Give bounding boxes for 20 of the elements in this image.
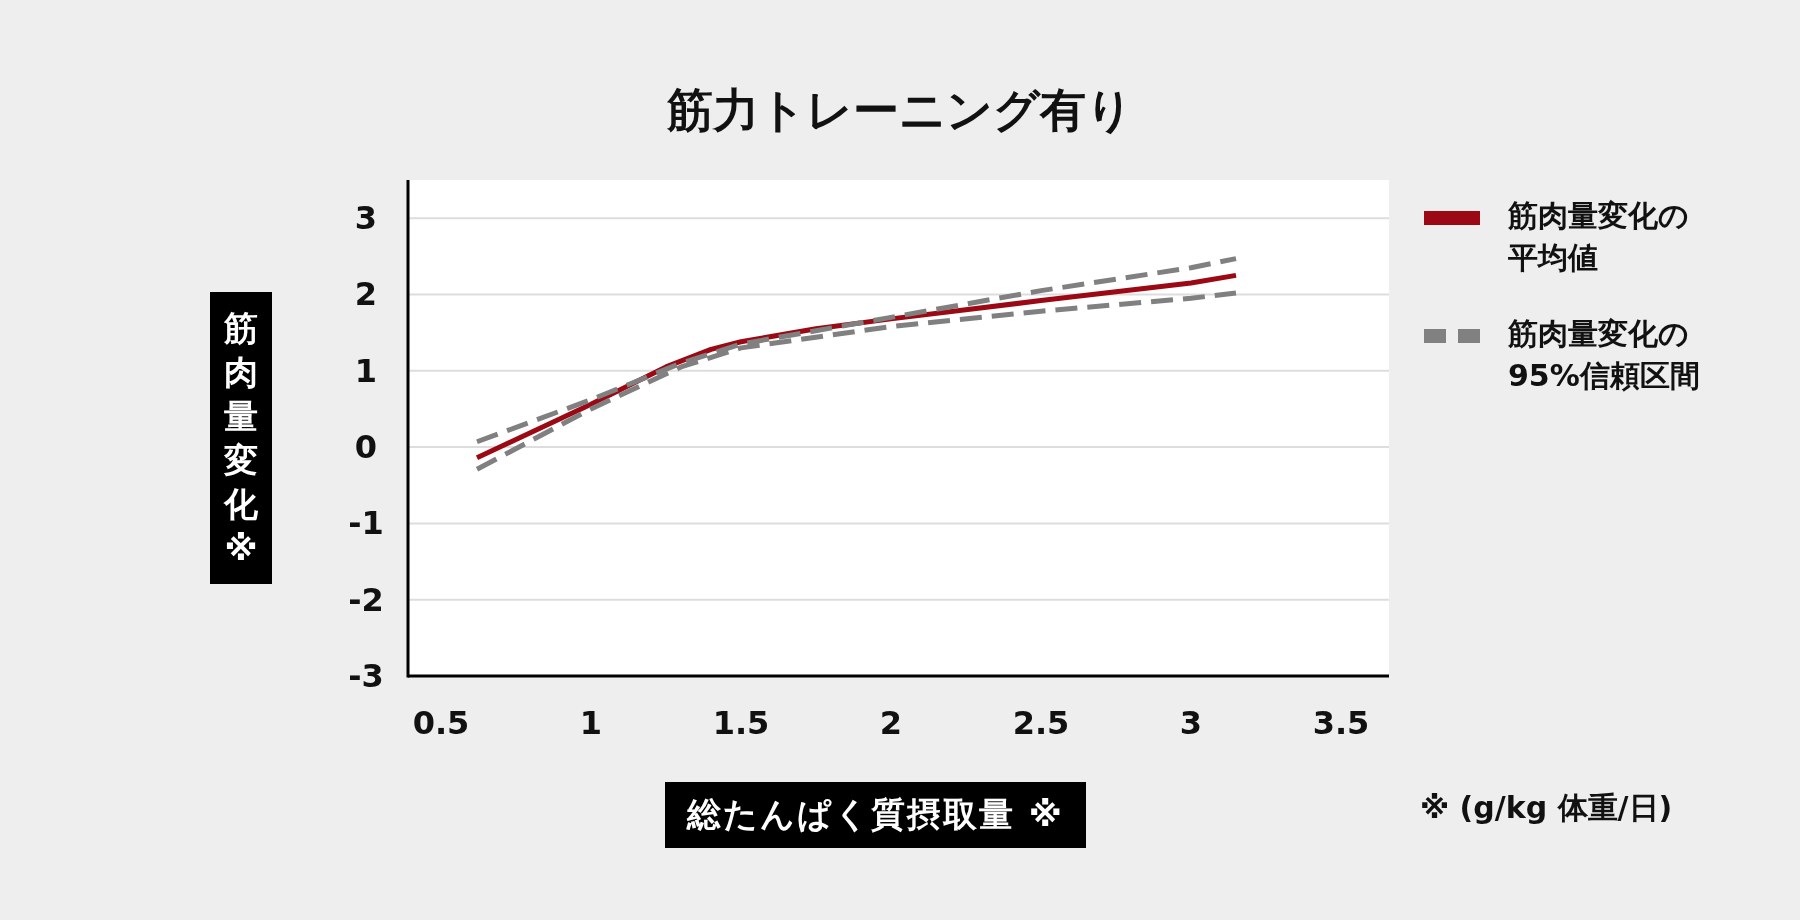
y-tick-label: -1 — [348, 504, 384, 543]
chart-title: 筋力トレーニング有り — [666, 82, 1134, 139]
y-tick-label: 1 — [354, 351, 378, 390]
y-tick-label: 3 — [354, 199, 378, 238]
legend-label: 筋肉量変化の95%信頼区間 — [1508, 315, 1701, 395]
y-tick-label: -3 — [348, 657, 384, 695]
x-tick-label: 1.5 — [712, 704, 770, 742]
x-tick-label: 2 — [879, 704, 903, 742]
x-tick-label: 2.5 — [1012, 704, 1070, 742]
y-tick-label: 0 — [354, 428, 378, 467]
y-tick-label: 2 — [354, 275, 378, 314]
legend-label: 筋肉量変化の平均値 — [1508, 197, 1690, 277]
x-tick-label: 1 — [579, 704, 603, 742]
x-axis-title: 総たんぱく質摂取量 ※ — [665, 782, 1086, 848]
y-axis-title: 筋肉量変化 ※ — [210, 292, 272, 584]
x-tick-label: 3.5 — [1312, 704, 1370, 742]
x-tick-label: 3 — [1179, 704, 1203, 742]
x-tick-label: 0.5 — [412, 704, 470, 742]
y-tick-label: -2 — [348, 580, 384, 619]
text: ※ (g/kg 体重/日) — [1420, 789, 1673, 827]
